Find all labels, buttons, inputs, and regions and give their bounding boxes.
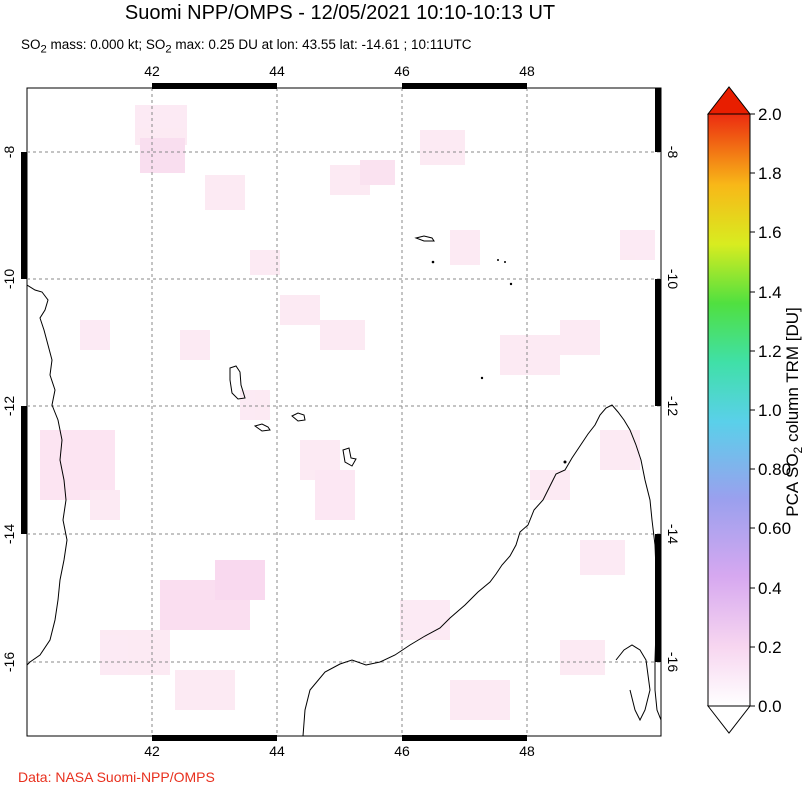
lat-tick-label: -16 [1,652,17,672]
colorbar-label: 1.6 [758,223,782,242]
coastlines [27,235,661,736]
so2-mass-text: mass: 0.000 kt; SO [46,37,166,52]
lon-tick-label: 46 [394,743,410,759]
lat-ticks-left: -8 -10 -12 -14 -16 [1,146,17,673]
so2-subscript: 2 [40,43,47,56]
lon-tick-label: 46 [394,63,410,79]
colorbar-label: 2.0 [758,105,782,124]
small-islands [431,259,567,464]
data-credit: Data: NASA Suomi-NPP/OMPS [18,769,215,785]
lat-tick-label: -10 [1,269,17,289]
lat-tick-label: -14 [1,524,17,544]
lat-tick-label: -16 [665,652,681,672]
lon-tick-label: 48 [519,743,535,759]
so2-max-text: max: 0.25 DU at lon: 43.55 lat: -14.61 ;… [171,37,472,52]
colorbar-scale [707,113,751,707]
lat-tick-label: -10 [665,269,681,289]
colorbar-label: 1.4 [758,283,782,302]
colorbar-label: 0.80 [758,460,791,479]
lon-tick-label: 44 [269,63,285,79]
colorbar-label: 1.2 [758,342,782,361]
lon-ticks-bottom: 42 44 46 48 [144,743,535,759]
so2-label: SO [21,37,41,52]
colorbar-top-arrow [706,86,752,115]
so2-subscript-2: 2 [165,43,172,56]
lon-tick-label: 42 [144,63,160,79]
colorbar-label: 0.60 [758,519,791,538]
lat-tick-label: -8 [665,146,681,159]
colorbar-label: 0.0 [758,697,782,716]
lat-ticks-right: -8 -10 -12 -14 -16 [665,146,681,673]
colorbar-label: 1.8 [758,164,782,183]
lat-tick-label: -8 [1,146,17,159]
graticule [27,88,661,736]
colorbar: 2.0 1.8 1.6 1.4 1.2 1.0 0.80 0.60 0.4 0.… [706,86,805,734]
lon-tick-label: 44 [269,743,285,759]
colorbar-bottom-arrow [706,705,752,734]
page-title: Suomi NPP/OMPS - 12/05/2021 10:10-10:13 … [124,2,556,24]
lon-tick-label: 48 [519,63,535,79]
map-border-bars [21,83,661,741]
lon-tick-label: 42 [144,743,160,759]
subtitle: SO2 mass: 0.000 kt; SO2 max: 0.25 DU at … [21,37,472,56]
colorbar-label: 0.2 [758,638,782,657]
colorbar-label: 0.4 [758,579,782,598]
lat-tick-label: -14 [665,524,681,544]
so2-trace-field [40,105,655,720]
colorbar-label: 1.0 [758,401,782,420]
lon-ticks-top: 42 44 46 48 [144,63,535,79]
lat-tick-label: -12 [665,396,681,416]
lat-tick-label: -12 [1,396,17,416]
colorbar-axis-label: PCA SO2 column TRM [DU] [783,307,805,517]
